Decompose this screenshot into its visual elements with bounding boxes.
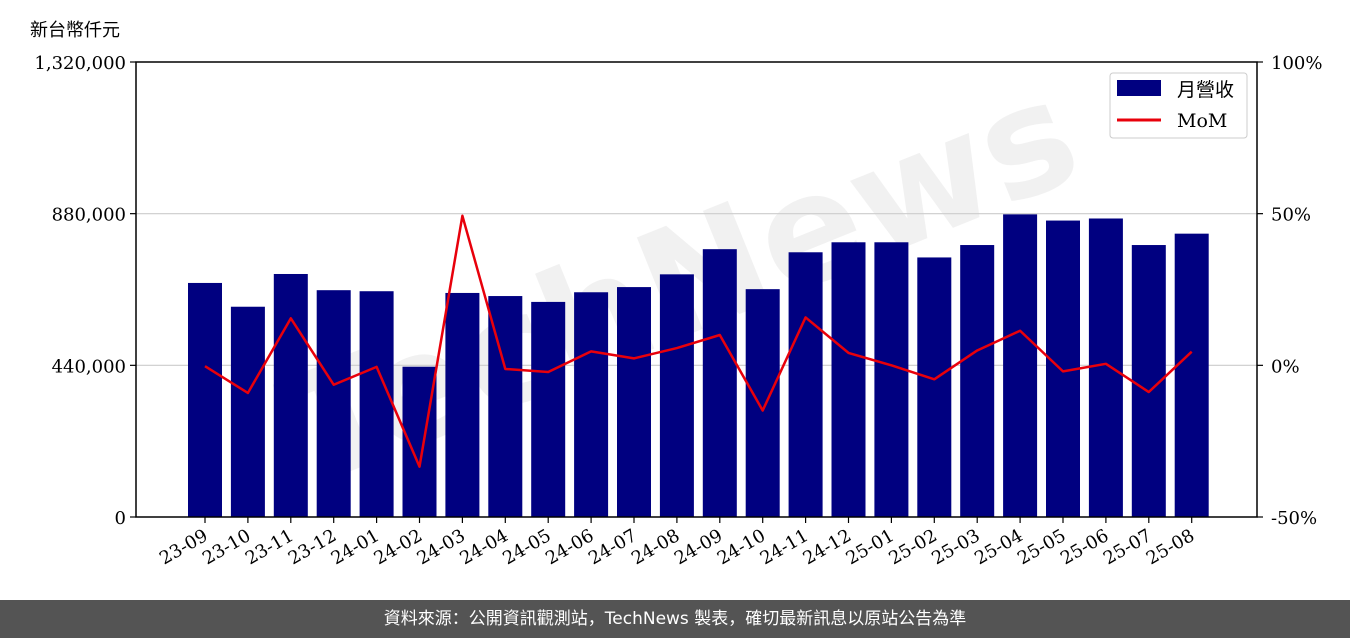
bar-25-08 bbox=[1174, 233, 1209, 517]
x-tick-label: 25-01 bbox=[842, 525, 897, 569]
bar-23-12 bbox=[316, 290, 351, 517]
unit-label: 新台幣仟元 bbox=[30, 20, 120, 41]
x-tick-label: 25-04 bbox=[971, 525, 1026, 569]
x-tick-label: 24-09 bbox=[671, 525, 726, 569]
legend-label-revenue: 月營收 bbox=[1177, 79, 1234, 101]
bar-24-07 bbox=[617, 287, 651, 517]
x-tick-label: 24-01 bbox=[328, 525, 383, 569]
bar-25-01 bbox=[874, 242, 909, 517]
y-left-tick-label: 880,000 bbox=[52, 205, 126, 226]
x-tick-label: 23-12 bbox=[285, 525, 340, 569]
x-axis: 23-0923-1023-1123-1224-0124-0224-0324-04… bbox=[156, 517, 1198, 569]
bar-25-02 bbox=[917, 257, 952, 517]
x-tick-label: 25-08 bbox=[1143, 525, 1198, 569]
x-tick-label: 24-05 bbox=[499, 525, 554, 569]
x-tick-label: 24-07 bbox=[585, 525, 640, 569]
x-tick-label: 24-08 bbox=[628, 525, 683, 569]
bar-24-06 bbox=[574, 292, 609, 517]
bar-25-06 bbox=[1088, 218, 1123, 517]
y-right-tick-label: 50% bbox=[1271, 205, 1311, 226]
x-tick-label: 25-02 bbox=[885, 525, 940, 569]
bar-25-04 bbox=[1003, 214, 1038, 517]
bar-24-01 bbox=[359, 291, 394, 517]
x-tick-label: 24-03 bbox=[413, 525, 468, 569]
bar-23-09 bbox=[188, 282, 222, 517]
y-left-tick-label: 0 bbox=[115, 508, 126, 529]
x-tick-label: 23-11 bbox=[242, 525, 297, 569]
y-left-tick-label: 440,000 bbox=[52, 356, 126, 377]
x-tick-label: 23-09 bbox=[156, 525, 211, 569]
bar-25-03 bbox=[960, 245, 995, 517]
y-right-tick-label: 100% bbox=[1271, 53, 1322, 74]
y-left-tick-label: 1,320,000 bbox=[34, 53, 126, 74]
bar-24-10 bbox=[745, 289, 780, 517]
footer-source-note: 資料來源：公開資訊觀測站，TechNews 製表，確切最新訊息以原站公告為準 bbox=[0, 600, 1350, 638]
x-tick-label: 25-07 bbox=[1100, 525, 1155, 569]
mom-line bbox=[204, 214, 1193, 468]
bar-23-11 bbox=[273, 273, 308, 517]
y-axis-left: 0 440,000 880,000 1,320,000 bbox=[34, 53, 136, 529]
x-tick-label: 25-06 bbox=[1057, 525, 1112, 569]
x-tick-label: 24-04 bbox=[456, 525, 511, 569]
legend: 月營收 MoM bbox=[1109, 72, 1248, 139]
bars bbox=[188, 214, 1209, 518]
bar-23-10 bbox=[230, 306, 265, 517]
x-tick-label: 24-10 bbox=[714, 525, 769, 569]
x-tick-label: 24-12 bbox=[800, 525, 855, 569]
bar-24-05 bbox=[531, 301, 566, 517]
x-tick-label: 25-03 bbox=[928, 525, 983, 569]
x-tick-label: 24-02 bbox=[371, 525, 426, 569]
bar-24-09 bbox=[702, 249, 737, 517]
plot-frame bbox=[135, 61, 1258, 518]
bar-24-12 bbox=[831, 242, 866, 517]
y-right-tick-label: -50% bbox=[1271, 508, 1317, 529]
bar-24-03 bbox=[445, 292, 480, 517]
x-tick-label: 24-06 bbox=[542, 525, 597, 569]
mom-line-group bbox=[204, 214, 1193, 468]
x-tick-label: 25-05 bbox=[1014, 525, 1069, 569]
x-tick-label: 23-10 bbox=[199, 525, 254, 569]
legend-label-mom: MoM bbox=[1177, 110, 1227, 132]
y-right-tick-label: 0% bbox=[1271, 356, 1300, 377]
x-tick-label: 24-11 bbox=[757, 525, 812, 569]
bar-24-11 bbox=[788, 252, 823, 518]
bar-24-08 bbox=[659, 274, 694, 517]
legend-swatch-revenue bbox=[1117, 80, 1161, 96]
y-axis-right: -50% 0% 50% 100% bbox=[1257, 53, 1322, 529]
